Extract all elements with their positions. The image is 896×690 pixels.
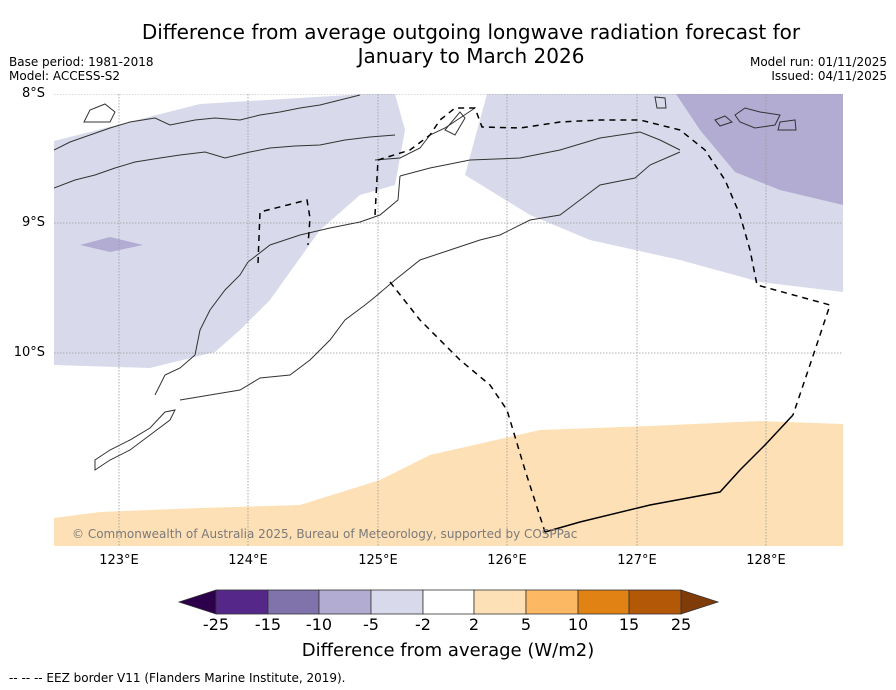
colorbar-bin-9 (628, 589, 682, 615)
west-small-negative-patch (80, 237, 143, 252)
colorbar-tick: 5 (520, 615, 532, 634)
south-positive-anomaly (54, 421, 843, 546)
meta-right: Model run: 01/11/2025 Issued: 04/11/2025 (750, 55, 887, 83)
coastline-sumba-west (154, 354, 196, 396)
colorbar-over-arrow (680, 589, 720, 615)
copyright-text: © Commonwealth of Australia 2025, Bureau… (72, 527, 577, 541)
colorbar-tick: 2 (468, 615, 480, 634)
lon-label-123e: 123°E (99, 553, 139, 568)
colorbar-under-arrow (177, 589, 217, 615)
colorbar-tick: 10 (567, 615, 589, 634)
island-north-small (83, 103, 116, 123)
colorbar-tick: -5 (363, 615, 379, 634)
lon-label-127e: 127°E (617, 553, 657, 568)
eez-border-south (389, 281, 546, 533)
colorbar-tick: -2 (415, 615, 431, 634)
coastline-sumba-south (179, 296, 376, 401)
colorbar-bin-5 (422, 589, 475, 615)
coastline-timor-south (247, 175, 401, 263)
lon-label-126e: 126°E (487, 553, 527, 568)
eez-border-west-box (257, 199, 311, 264)
northeast-strong-negative-anomaly (676, 94, 843, 205)
eez-border-solid-segment (544, 414, 794, 533)
islands-northeast (654, 96, 797, 131)
colorbar-tick: -10 (305, 615, 333, 634)
title-line-2: January to March 2026 (357, 44, 585, 68)
coastline-flores-south (54, 134, 396, 189)
coastline-timor-southeast (374, 151, 681, 298)
model-name: Model: ACCESS-S2 (9, 69, 121, 83)
coastlines (54, 94, 797, 471)
lon-label-128e: 128°E (746, 553, 786, 568)
colorbar-bin-1 (215, 589, 269, 615)
eez-border-north (374, 107, 831, 416)
lon-label-124e: 124°E (228, 553, 268, 568)
colorbar-bin-3 (318, 589, 372, 615)
colorbar-tick: -15 (254, 615, 282, 634)
colorbar-bin-4 (370, 589, 424, 615)
colorbar-bin-8 (577, 589, 630, 615)
lon-label-125e: 125°E (358, 553, 398, 568)
west-negative-anomaly (54, 94, 405, 368)
colorbar-title: Difference from average (W/m2) (301, 640, 595, 661)
chart-title: Difference from average outgoing longwav… (0, 20, 896, 68)
model-run: Model run: 01/11/2025 (749, 55, 887, 69)
eez-legend-note: -- -- -- EEZ border V11 (Flanders Marine… (9, 671, 346, 685)
coastline-sawu-rote (94, 409, 176, 471)
colorbar (177, 589, 720, 615)
colorbar-tick: -25 (202, 615, 230, 634)
colorbar-bin-2 (267, 589, 320, 615)
issued-date: Issued: 04/11/2025 (771, 69, 887, 83)
map-plot-area: © Commonwealth of Australia 2025, Bureau… (54, 94, 843, 546)
eez-border (257, 107, 831, 533)
coastline-sumba-north (194, 261, 249, 356)
lat-label-8s: 8°S (21, 86, 45, 101)
colorbar-bin-6 (473, 589, 527, 615)
lat-label-9s: 9°S (21, 215, 45, 230)
island-wetar-small (444, 111, 466, 136)
coastline-timor-north (399, 131, 681, 177)
colorbar-tick: 25 (670, 615, 692, 634)
meta-left: Base period: 1981-2018 Model: ACCESS-S2 (9, 55, 154, 83)
coastline-flores-north (54, 94, 361, 151)
colorbar-tick: 15 (618, 615, 640, 634)
title-line-1: Difference from average outgoing longwav… (141, 20, 801, 44)
colorbar-bin-7 (525, 589, 579, 615)
lat-label-10s: 10°S (13, 345, 45, 360)
base-period: Base period: 1981-2018 (9, 55, 154, 69)
